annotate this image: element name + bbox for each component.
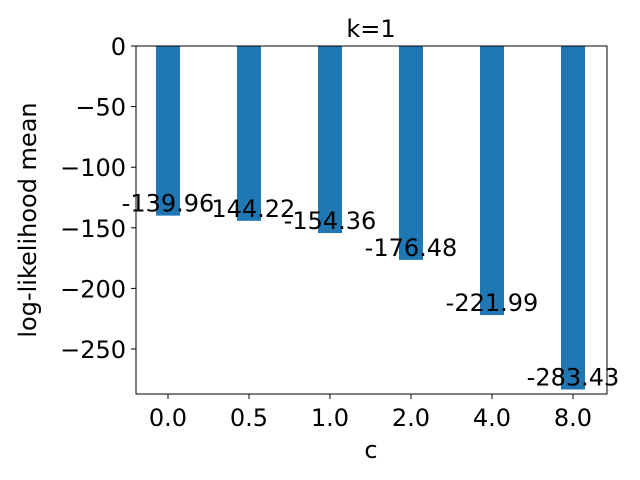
x-ticks (167, 394, 574, 399)
data-label: -176.48 (365, 234, 458, 262)
y-tick-label: 0 (111, 33, 126, 61)
data-label: -144.22 (203, 195, 296, 223)
y-ticks (131, 45, 136, 350)
x-tick-labels: 0.0 0.5 1.0 2.0 4.0 8.0 (149, 404, 592, 432)
y-tick-label: −50 (75, 94, 126, 122)
y-tick-label: −150 (60, 215, 126, 243)
y-tick-label: −200 (60, 275, 126, 303)
bar (561, 46, 585, 390)
data-label: -154.36 (284, 207, 377, 235)
y-tick-label: −100 (60, 154, 126, 182)
data-label: -221.99 (446, 289, 539, 317)
x-tick-label: 2.0 (392, 404, 430, 432)
y-tick-labels: 0 −50 −100 −150 −200 −250 (60, 33, 126, 364)
bar (480, 46, 504, 316)
x-tick-label: 0.5 (230, 404, 268, 432)
bar (399, 46, 423, 260)
data-labels: -139.96-144.22-154.36-176.48 -221.99 -283.… (122, 190, 620, 392)
x-tick-label: 1.0 (311, 404, 349, 432)
bars-group (156, 46, 585, 390)
x-tick-label: 0.0 (149, 404, 187, 432)
data-label: -139.96 (122, 190, 215, 218)
bar (318, 46, 342, 234)
bar (237, 46, 261, 221)
plot-frame (135, 45, 608, 395)
y-axis-label: log-likelihood mean (14, 102, 42, 337)
x-tick-label: 4.0 (473, 404, 511, 432)
data-label: -283.43 (527, 364, 620, 392)
chart-title: k=1 (346, 15, 395, 43)
x-tick-label: 8.0 (554, 404, 592, 432)
bar (156, 46, 180, 216)
x-axis-label: c (364, 436, 377, 464)
y-tick-label: −250 (60, 336, 126, 364)
